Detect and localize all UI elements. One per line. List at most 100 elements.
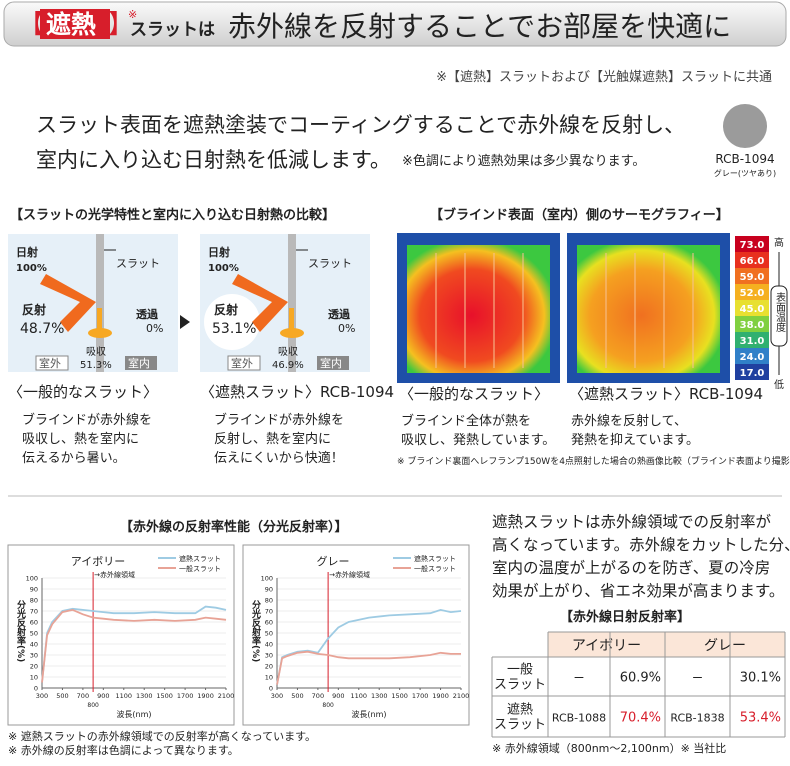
scale-label: 24.0	[740, 352, 765, 363]
text: 発熱を抑えています。	[571, 433, 699, 448]
text: 0%	[338, 322, 355, 335]
lead-note: ※色調により遮熱効果は多少異なります。	[402, 153, 645, 169]
absorb-disc	[88, 328, 112, 338]
text: 赤外線を反射して、	[571, 413, 687, 429]
text: 室内	[128, 356, 150, 370]
section-title: 【ブラインド表面（室内）側のサーモグラフィー】	[430, 207, 729, 223]
text: 51.3%	[80, 360, 112, 371]
text: スラット	[116, 257, 160, 270]
outside-box	[35, 355, 69, 371]
y-tick-label: 80	[30, 597, 38, 605]
text: 100%	[208, 263, 239, 274]
text: 反射し、熱を室内に	[214, 431, 331, 447]
y-tick-label: 100	[261, 575, 273, 583]
scale-swatch	[735, 300, 769, 316]
text: 〈遮熱スラット〉RCB-1094	[200, 383, 394, 401]
x-tick-label: 1100	[116, 692, 133, 700]
text: 48.7%	[20, 321, 64, 337]
lead: スラット表面を遮熱塗装でコーティングすることで赤外線を反射し、	[36, 113, 685, 137]
series-line	[41, 608, 227, 683]
annotation: →赤外線領域	[94, 570, 135, 579]
x-tick-label: 2100	[218, 692, 235, 700]
x-tick-label: 1500	[391, 692, 408, 700]
sun-arrow	[232, 274, 288, 332]
y-tick-label: 40	[30, 641, 38, 649]
scale-axis: 表面温度	[774, 291, 786, 333]
text: 透過	[328, 307, 351, 321]
body-text: 室内の温度が上がるのを防ぎ、夏の冷房	[492, 559, 770, 577]
legend-label: 一般スラット	[179, 564, 221, 573]
inside-box	[317, 356, 349, 370]
text: 反射	[214, 302, 238, 317]
y-axis-label: 分光反射率(%)	[15, 599, 27, 662]
text: 100%	[16, 263, 47, 274]
text: 伝えるから暑い。	[22, 451, 126, 466]
x-tick-label: 900	[97, 692, 109, 700]
scale-label: 45.0	[740, 304, 765, 315]
y-tick-label: 60	[30, 619, 38, 627]
scale-label: 66.0	[740, 256, 765, 267]
scale-swatch	[735, 348, 769, 364]
text: 室外	[231, 356, 253, 370]
inside-box	[125, 356, 157, 370]
scale-label: 59.0	[740, 272, 765, 283]
x-tick-label: 700	[312, 692, 324, 700]
text: ブラインド全体が熱を	[401, 413, 531, 429]
text: ブラインドが赤外線を	[214, 412, 344, 428]
x-axis-label: 波長(nm)	[116, 709, 151, 719]
row-label: 一般	[507, 662, 533, 678]
series-line	[276, 650, 461, 685]
annotation: →赤外線領域	[329, 570, 370, 579]
text: 吸収	[278, 346, 298, 358]
x-tick-label: 500	[291, 692, 303, 700]
table-cell: 53.4%	[740, 711, 781, 726]
note-top: ※【遮熱】スラットおよび【光触媒遮熱】スラットに共通	[436, 69, 772, 85]
y-tick-label: 90	[265, 586, 273, 594]
table-cell: RCB-1838	[670, 712, 724, 725]
outside-box	[227, 355, 261, 371]
scale-label: 17.0	[740, 368, 765, 379]
series-line	[41, 605, 227, 683]
header-bar	[3, 1, 787, 47]
swatch-desc: グレー(ツヤあり)	[714, 168, 776, 178]
x-tick-label: 900	[332, 692, 344, 700]
title: 赤外線を反射することでお部屋を快適に	[228, 10, 731, 43]
table-header: アイボリー	[572, 638, 641, 654]
row-label: スラット	[494, 718, 546, 733]
lead: 室内に入り込む日射熱を低減します。	[36, 148, 391, 172]
y-tick-label: 20	[30, 663, 38, 671]
table-title: 【赤外線日射反射率】	[560, 609, 690, 625]
table-cell: ー	[692, 672, 703, 685]
marker-label: 800	[87, 702, 99, 709]
y-tick-label: 60	[265, 619, 273, 627]
x-tick-label: 1300	[371, 692, 388, 700]
scale-swatch	[735, 268, 769, 284]
y-tick-label: 10	[265, 674, 273, 682]
swatch-code: RCB-1094	[715, 152, 774, 166]
table-head-bg	[548, 632, 785, 657]
text: 吸収し、発熱しています。	[401, 433, 555, 448]
legend-label: 遮熱スラット	[414, 554, 456, 563]
y-tick-label: 100	[26, 575, 38, 583]
absorb-stem	[289, 308, 294, 332]
y-tick-label: 0	[34, 685, 38, 693]
x-tick-label: 700	[77, 692, 89, 700]
scale-low: 低	[774, 378, 784, 391]
text: スラット	[308, 257, 352, 270]
table-footnote: ※ 赤外線領域（800nm〜2,100nm）※ 当社比	[492, 741, 726, 755]
tag-box	[40, 9, 110, 39]
text: 53.1%	[212, 321, 256, 337]
scale-swatch	[735, 332, 769, 348]
bottom-note: ※ 赤外線の反射率は色調によって異なります。	[8, 743, 239, 757]
marker-label: 800	[322, 702, 334, 709]
section-title: 【スラットの光学特性と室内に入り込む日射熱の比較】	[10, 207, 335, 223]
thermo-img	[577, 245, 720, 373]
text: 透過	[136, 307, 159, 321]
scale-high: 高	[774, 236, 784, 249]
absorb-disc	[280, 328, 304, 338]
scale-label: 52.0	[740, 288, 765, 299]
x-axis-label: 波長(nm)	[351, 709, 386, 719]
x-tick-label: 500	[56, 692, 68, 700]
